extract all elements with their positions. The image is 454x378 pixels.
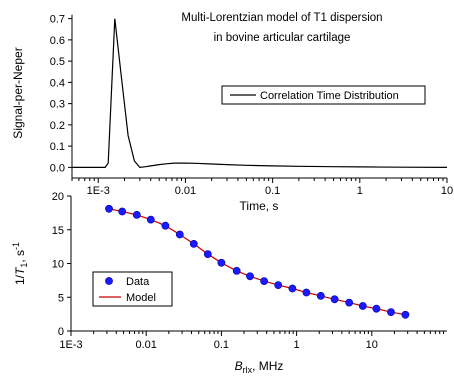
data-point [372,304,381,313]
series-model-line [108,208,406,316]
bottom-legend-marker-swatch [105,277,113,285]
data-point [105,204,113,213]
bottom-y-tick-label: 15 [52,225,64,237]
data-point [345,298,354,307]
top-x-tick-label: 1E-3 [87,185,110,197]
bottom-x-axis-title-sub: rlx [243,365,253,375]
bottom-y-axis-title-var: T [13,266,27,275]
top-y-axis-title: Signal-per-Neper [11,47,25,138]
bottom-legend-box [92,271,173,307]
data-point [189,239,198,248]
data-point [330,295,339,304]
bottom-y-axis-title-sub: 1 [19,263,29,268]
top-y-tick-label: 0.1 [50,141,65,153]
data-point [401,310,410,319]
data-point [203,250,212,258]
top-y-tick-label: 0.3 [50,99,65,111]
bottom-x-tick-label: 0.1 [214,339,229,351]
bottom-x-axis-title-rest: , MHz [252,359,283,373]
top-legend-label: Correlation Time Distribution [260,90,399,102]
bottom-y-axis-title-pre: 1/ [13,274,27,285]
top-x-axis-title: Time, s [240,199,279,213]
top-y-tick-label: 0.6 [50,35,65,47]
data-point [260,277,268,285]
data-point [232,266,241,275]
top-y-tick-label: 0.4 [50,77,65,89]
top-x-tick-label: 1 [357,185,363,197]
chart-subtitle: in bovine articular cartilage [214,32,351,44]
bottom-x-tick-label: 1E-3 [59,339,82,351]
top-y-tick-label: 0.0 [50,162,65,174]
top-x-tick-label: 0.01 [175,185,196,197]
data-point [358,302,367,310]
data-point [132,210,141,219]
bottom-x-axis-title: Brlx, MHz [235,359,284,375]
bottom-x-tick-label: 0.01 [135,339,156,351]
bottom-y-axis-title-post: , s [13,250,27,263]
bottom-legend-label-model: Model [126,292,156,304]
series-correlation-time-distribution [72,18,448,169]
data-point [387,308,395,316]
data-point [246,272,254,281]
data-point [316,291,325,300]
top-x-tick-label: 10 [441,185,453,197]
bottom-legend-label-data: Data [126,276,150,288]
data-point [146,215,155,224]
bottom-y-axis-title-sup: -1 [11,242,21,250]
bottom-y-axis-title: 1/T1, s-1 [11,242,29,285]
top-legend-box [221,85,426,105]
bottom-y-tick-label: 20 [52,191,64,203]
bottom-x-tick-label: 1 [294,339,300,351]
data-point [217,258,226,267]
chart-title: Multi-Lorentzian model of T1 dispersion [181,12,382,24]
data-point [302,288,311,297]
top-y-tick-label: 0.7 [50,14,65,26]
data-point [161,221,170,230]
bottom-y-tick-label: 10 [52,259,64,271]
data-point [118,207,127,216]
bottom-y-tick-label: 5 [58,292,64,304]
bottom-x-tick-label: 10 [366,339,378,351]
top-y-tick-label: 0.2 [50,120,65,132]
bottom-x-axis-title-base: B [235,359,243,373]
top-y-tick-label: 0.5 [50,56,65,68]
top-x-tick-label: 0.1 [265,185,280,197]
data-point [288,284,297,293]
data-point [274,281,283,289]
bottom-y-tick-label: 0 [58,326,64,338]
data-point [175,230,184,239]
